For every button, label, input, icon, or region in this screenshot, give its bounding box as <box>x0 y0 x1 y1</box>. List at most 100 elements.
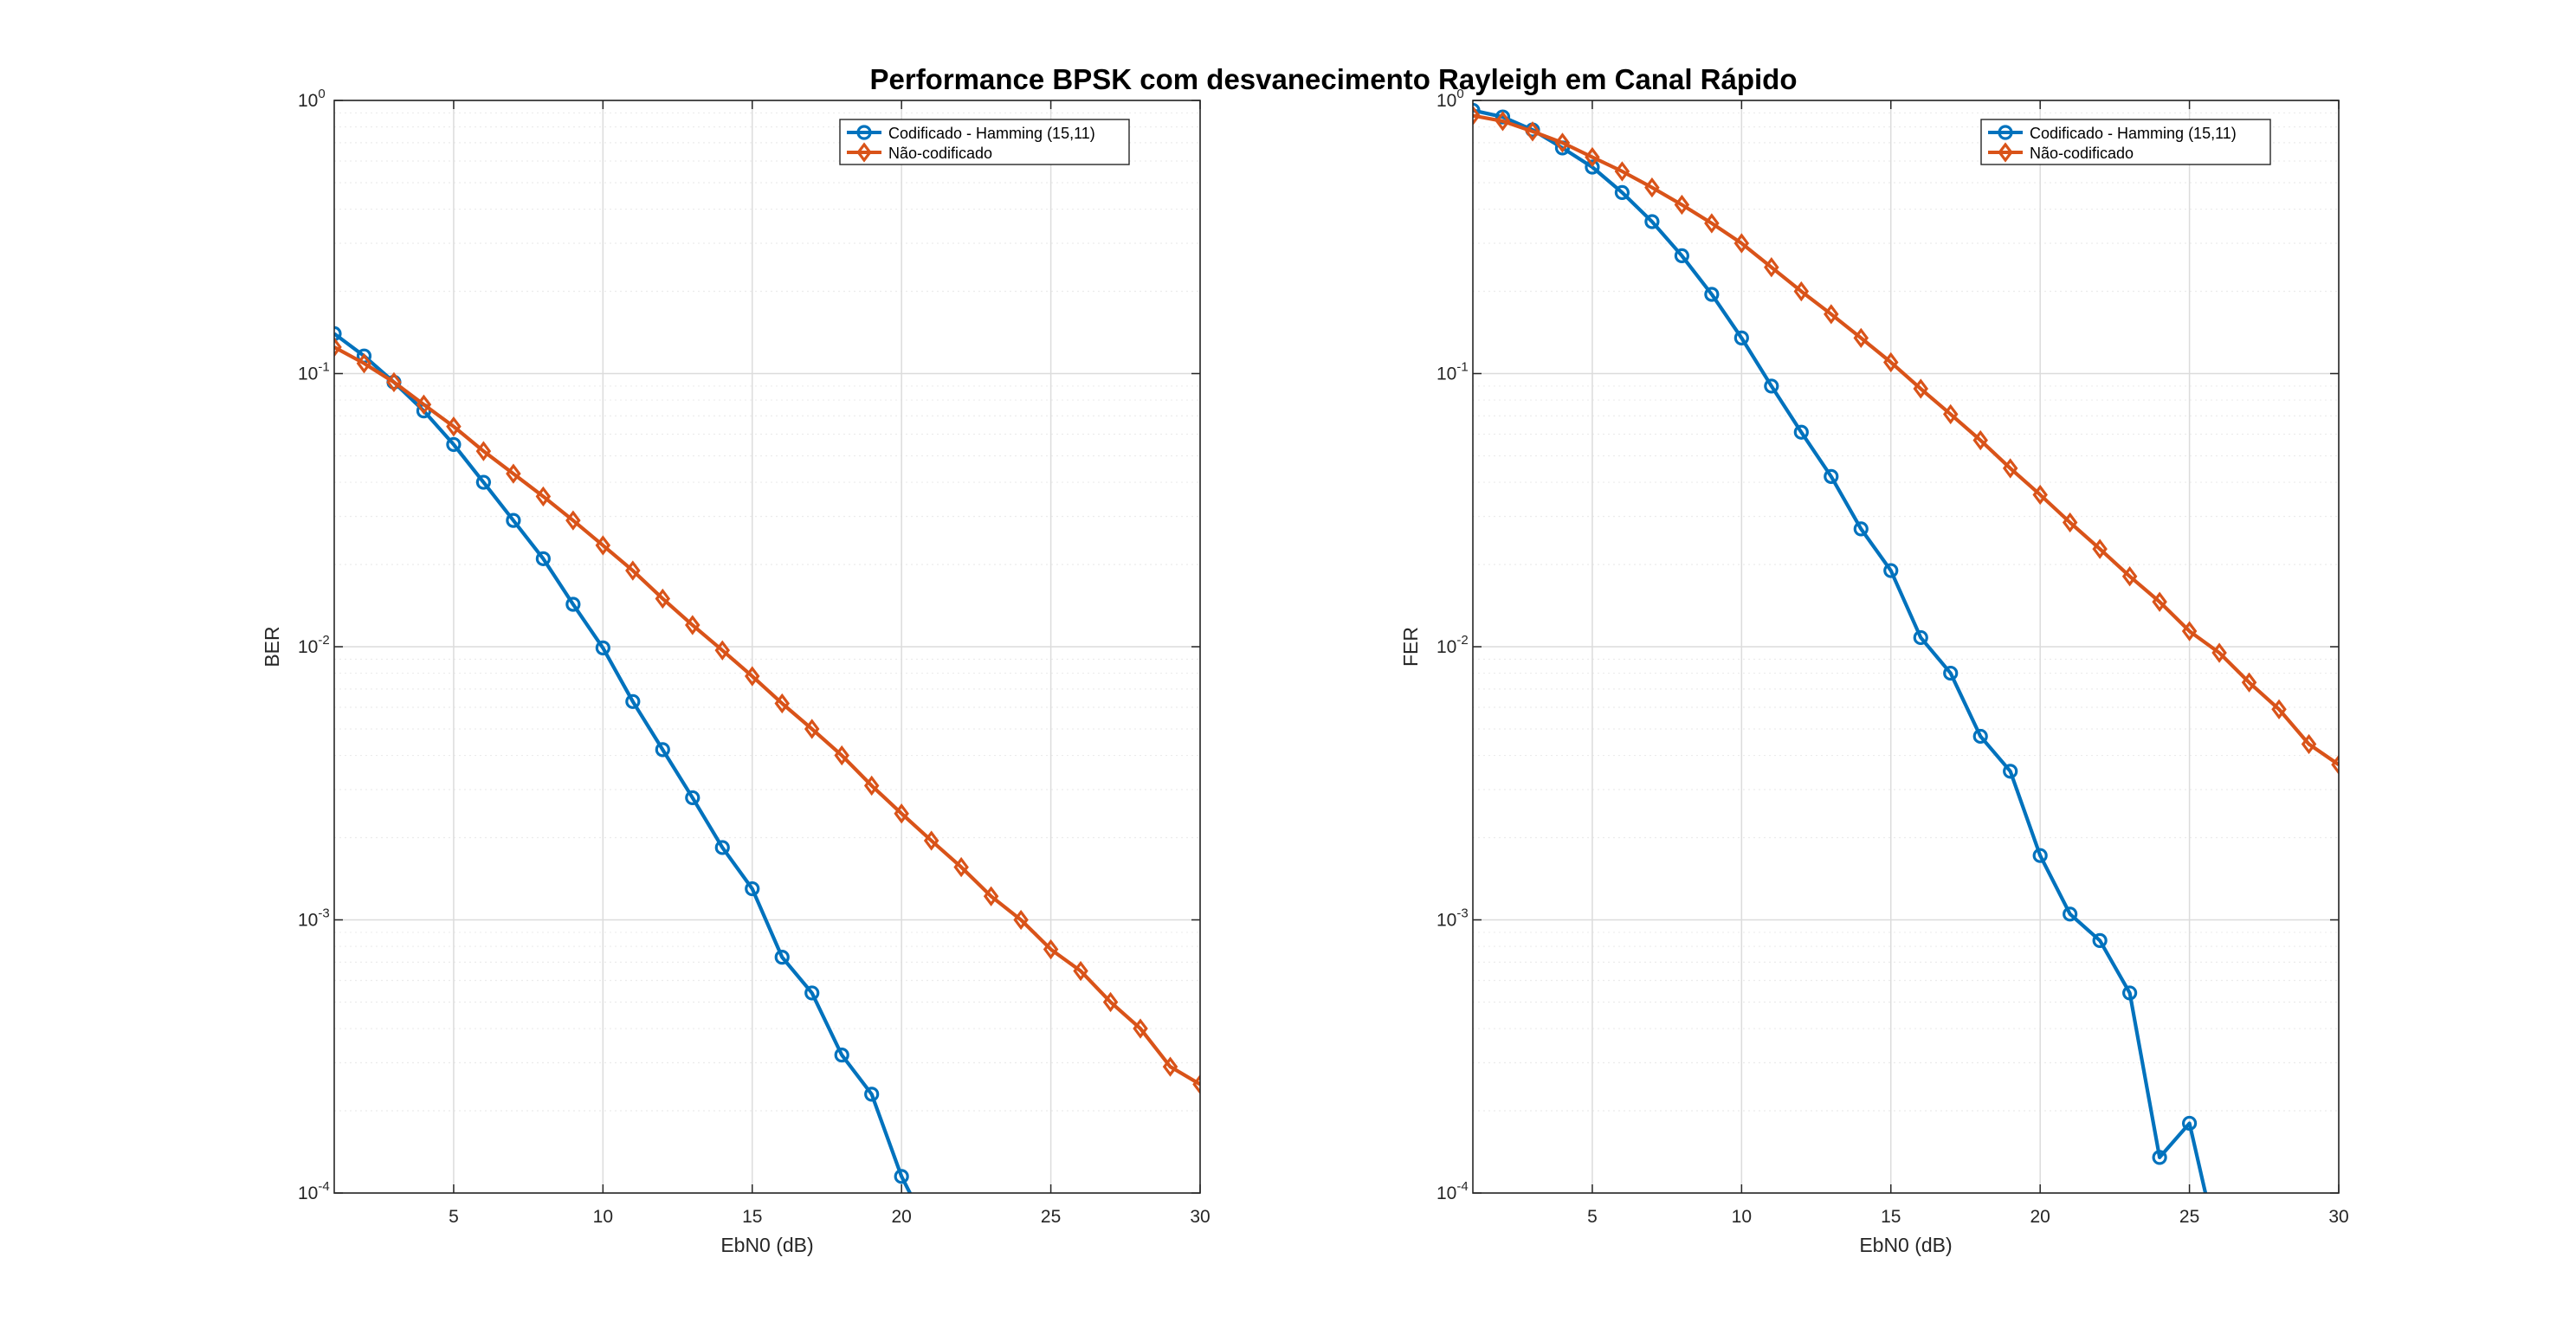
series-line <box>334 345 1200 1087</box>
data-point <box>535 486 552 507</box>
x-tick-label: 30 <box>1190 1207 1210 1227</box>
data-point <box>2002 458 2018 479</box>
data-point <box>2092 932 2108 948</box>
y-tick-label: 10-2 <box>298 633 330 657</box>
data-point <box>334 337 342 358</box>
data-point <box>2152 1150 2167 1165</box>
data-point <box>1883 563 1899 578</box>
x-tick-label: 5 <box>1587 1207 1598 1227</box>
data-point <box>2181 621 2198 642</box>
legend-label: Codificado - Hamming (15,11) <box>2030 125 2237 142</box>
data-point <box>1102 991 1119 1013</box>
data-point <box>774 693 790 714</box>
ber-axes: 5 10 15 20 25 30 10-4 10-3 10-2 10-1 100 EbN0 (dB) B… <box>261 87 1211 1256</box>
legend-marker <box>1998 125 2013 140</box>
data-point <box>655 588 671 609</box>
data-point <box>983 886 999 906</box>
data-point <box>1704 213 1720 234</box>
data-point <box>1644 214 1660 229</box>
data-point <box>2032 848 2048 863</box>
data-point <box>2121 566 2138 587</box>
data-point <box>774 950 790 965</box>
data-point <box>894 1169 909 1184</box>
x-axis-label: EbN0 (dB) <box>1859 1234 1952 1256</box>
data-point <box>685 615 700 635</box>
data-point <box>625 693 641 709</box>
data-point <box>1853 521 1869 537</box>
legend-box <box>1980 119 2271 165</box>
data-point <box>475 441 492 461</box>
y-tick-label: 10-4 <box>1436 1179 1469 1203</box>
data-point <box>565 510 581 531</box>
data-point <box>2122 985 2138 1001</box>
data-point <box>446 436 462 453</box>
x-tick-label: 10 <box>1732 1207 1752 1227</box>
data-point <box>1793 281 1810 302</box>
data-point <box>1585 146 1600 168</box>
y-tick-label: 10-4 <box>298 1179 330 1203</box>
data-point <box>745 880 760 897</box>
y-tick-label: 10-1 <box>1436 360 1469 384</box>
data-point <box>1525 121 1540 142</box>
data-point <box>506 513 521 528</box>
data-point <box>1013 909 1029 931</box>
data-point <box>535 551 551 566</box>
y-axis-label: FER <box>1399 627 1422 667</box>
data-point <box>1192 1074 1200 1095</box>
data-point <box>1824 468 1839 484</box>
data-point <box>595 535 611 556</box>
legend-label: Não-codificado <box>888 145 992 162</box>
series-coded <box>334 326 938 1241</box>
data-point <box>1473 102 1481 119</box>
fer-axes: 5 10 15 20 25 30 10-4 10-3 10-2 10-1 100 EbN0 (dB) F… <box>1399 87 2349 1260</box>
data-point <box>745 666 760 687</box>
data-point <box>926 1229 938 1241</box>
data-point <box>953 856 969 878</box>
legend: Codificado - Hamming (15,11) Não-codifica… <box>839 119 1130 165</box>
data-point <box>1733 233 1750 254</box>
data-point <box>864 1087 880 1102</box>
data-point <box>863 775 880 796</box>
x-tick-label: 15 <box>742 1207 762 1227</box>
data-point <box>1585 159 1600 175</box>
data-point <box>1764 257 1779 278</box>
data-point <box>1913 629 1928 646</box>
data-point <box>685 790 700 806</box>
legend: Codificado - Hamming (15,11) Não-codifica… <box>1980 119 2271 165</box>
data-point <box>1162 1056 1178 1077</box>
data-point <box>2271 699 2287 719</box>
y-tick-label: 10-2 <box>1436 633 1469 657</box>
legend-label: Codificado - Hamming (15,11) <box>888 125 1095 142</box>
data-point <box>894 803 909 824</box>
data-point <box>2032 484 2048 506</box>
data-point <box>804 985 820 1001</box>
data-point <box>1614 184 1630 200</box>
data-point <box>1853 327 1869 349</box>
data-point <box>446 416 462 437</box>
data-point <box>1674 248 1689 264</box>
data-point <box>2003 764 2018 779</box>
data-point <box>1793 424 1809 440</box>
data-point <box>1554 132 1571 153</box>
x-tick-label: 5 <box>449 1207 459 1227</box>
data-point <box>2092 539 2108 559</box>
data-point <box>595 640 610 655</box>
data-point <box>1972 429 1988 451</box>
data-point <box>1764 378 1779 394</box>
data-point <box>1614 161 1630 182</box>
data-point <box>506 463 521 484</box>
x-tick-label: 10 <box>593 1207 613 1227</box>
data-point <box>2213 1248 2225 1260</box>
y-tick-label: 100 <box>1436 87 1464 111</box>
data-point <box>1644 177 1660 198</box>
data-point <box>1674 194 1690 216</box>
data-point <box>2181 1115 2198 1132</box>
x-tick-label: 25 <box>1041 1207 1061 1227</box>
data-point <box>2062 512 2078 533</box>
data-point <box>334 326 342 341</box>
data-point <box>804 719 820 739</box>
data-point <box>1473 105 1481 126</box>
legend-marker <box>856 142 872 163</box>
data-point <box>565 597 581 612</box>
legend-marker <box>1998 142 2013 163</box>
